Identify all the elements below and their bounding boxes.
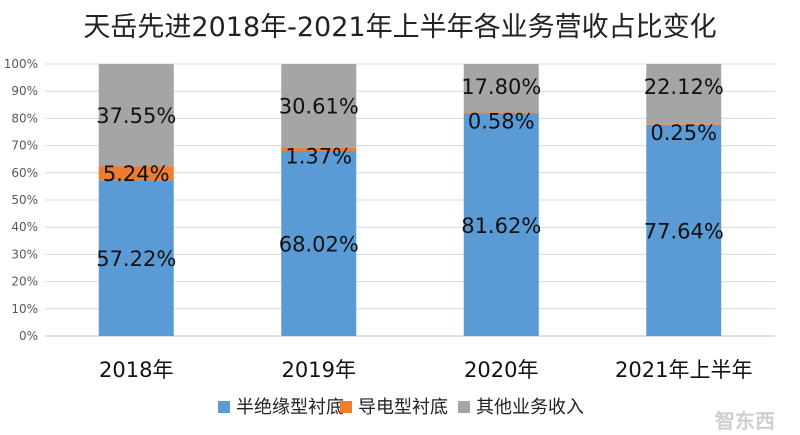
legend-swatch xyxy=(218,401,230,413)
legend-swatch xyxy=(340,401,352,413)
data-label: 0.58% xyxy=(468,109,535,133)
data-label: 57.22% xyxy=(96,247,176,271)
data-label: 17.80% xyxy=(461,75,541,99)
data-label: 1.37% xyxy=(285,144,352,168)
legend-label: 半绝缘型衬底 xyxy=(236,397,344,418)
y-tick-label: 20% xyxy=(11,275,38,289)
x-category-label: 2019年 xyxy=(282,358,356,382)
y-tick-label: 70% xyxy=(11,139,38,153)
data-label: 0.25% xyxy=(650,121,717,145)
bar-segment xyxy=(646,124,722,125)
watermark-logo: 智东西 xyxy=(715,409,775,433)
legend-label: 导电型衬底 xyxy=(358,397,448,418)
data-label: 68.02% xyxy=(279,232,359,256)
legend: 半绝缘型衬底 导电型衬底 其他业务收入 xyxy=(218,397,584,418)
bar-segment xyxy=(646,124,722,336)
bar-segment xyxy=(463,64,539,113)
chart-title: 天岳先进2018年-2021年上半年各业务营收占比变化 xyxy=(83,12,716,43)
data-label: 81.62% xyxy=(461,214,541,238)
bar-segment xyxy=(98,180,174,336)
bar-segment xyxy=(463,113,539,337)
bar-segment xyxy=(98,166,174,181)
y-tick-label: 30% xyxy=(11,247,38,261)
y-tick-label: 90% xyxy=(11,84,38,98)
y-tick-label: 50% xyxy=(11,193,38,207)
y-tick-label: 10% xyxy=(11,302,38,316)
data-label: 22.12% xyxy=(644,75,724,99)
y-tick-label: 60% xyxy=(11,166,38,180)
data-label: 30.61% xyxy=(279,95,359,119)
bar-segment xyxy=(281,64,357,148)
bar-segment xyxy=(646,63,722,125)
data-label: 5.24% xyxy=(103,162,170,186)
y-tick-label: 40% xyxy=(11,220,38,234)
legend-label: 其他业务收入 xyxy=(476,397,584,418)
data-labels: 57.22% 5.24% 37.55% 68.02% 1.37% 30.61% 81.62%… xyxy=(96,75,724,271)
x-axis-categories: 2018年 2019年 2020年 2021年上半年 xyxy=(99,358,752,382)
y-tick-label: 0% xyxy=(19,329,38,343)
y-tick-label: 100% xyxy=(4,57,38,71)
legend-swatch xyxy=(458,401,470,413)
y-axis-ticks: 0% 10% 20% 30% 40% 50% 60% 70% 80% 90% 100% xyxy=(4,57,38,343)
bars xyxy=(98,63,722,337)
data-label: 37.55% xyxy=(96,104,176,128)
bar-segment xyxy=(281,147,357,151)
x-category-label: 2018年 xyxy=(99,358,173,382)
x-category-label: 2021年上半年 xyxy=(615,358,752,382)
bar-segment xyxy=(98,63,174,167)
bar-segment xyxy=(281,150,357,336)
x-category-label: 2020年 xyxy=(464,358,538,382)
bar-segment xyxy=(463,112,539,114)
data-label: 77.64% xyxy=(644,219,724,243)
y-tick-label: 80% xyxy=(11,111,38,125)
